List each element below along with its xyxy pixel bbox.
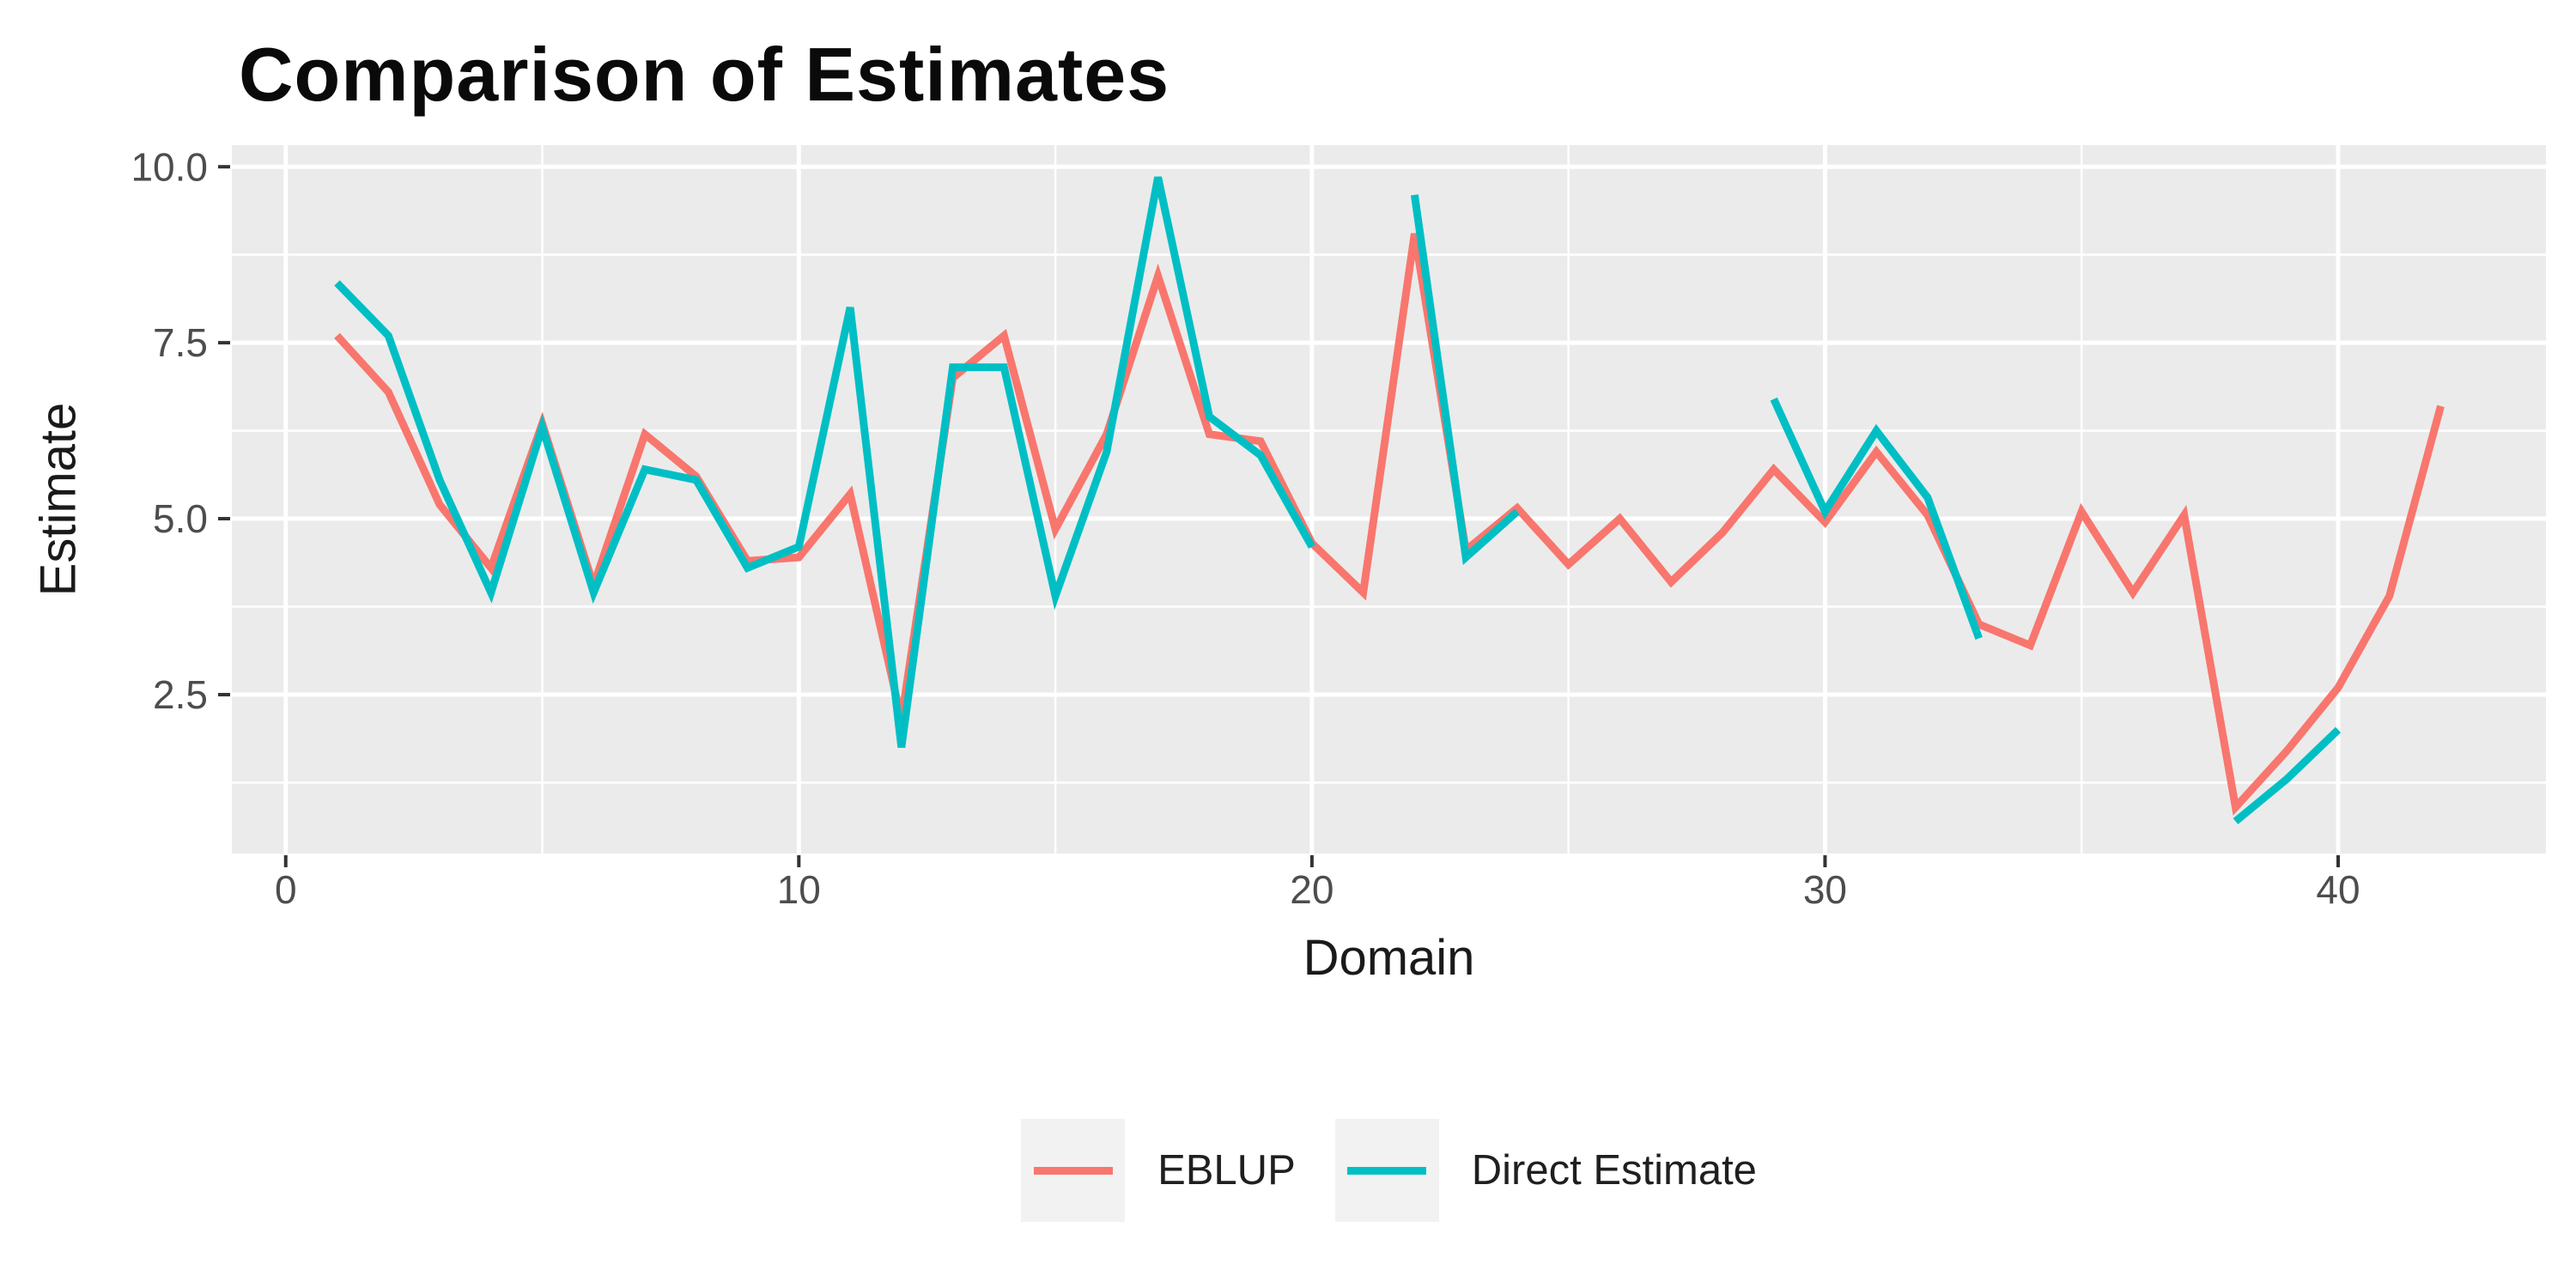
- y-tick-label: 7.5: [153, 320, 208, 365]
- x-axis-title: Domain: [1303, 930, 1475, 986]
- legend-key-box-eblup: [1021, 1119, 1126, 1222]
- x-tick-label: 40: [2316, 867, 2360, 912]
- eblup-line-swatch-icon: [1033, 1166, 1113, 1175]
- series-line-direct-estimate: [334, 176, 1315, 749]
- legend-label-eblup: EBLUP: [1157, 1147, 1296, 1194]
- y-axis-title: Estimate: [30, 402, 87, 597]
- legend: EBLUP Direct Estimate: [232, 1118, 2546, 1223]
- x-tick-label: 20: [1290, 867, 1334, 912]
- y-tick-label: 2.5: [153, 672, 208, 717]
- x-tick-label: 0: [275, 867, 297, 912]
- series-line-direct-estimate: [1410, 194, 1520, 566]
- plot-panel: [232, 145, 2546, 854]
- y-tick-label: 5.0: [153, 496, 208, 541]
- chart-title: Comparison of Estimates: [239, 32, 1170, 117]
- legend-entry-eblup: EBLUP: [1021, 1119, 1296, 1222]
- series-line-eblup: [334, 233, 2445, 816]
- legend-entry-direct: Direct Estimate: [1334, 1119, 1757, 1222]
- legend-label-direct: Direct Estimate: [1471, 1147, 1757, 1194]
- x-tick-label: 10: [777, 867, 821, 912]
- series-line-direct-estimate: [1770, 397, 1983, 640]
- x-tick-label: 30: [1803, 867, 1847, 912]
- y-tick-label: 10.0: [131, 144, 208, 189]
- direct-line-swatch-icon: [1347, 1166, 1427, 1175]
- legend-key-box-direct: [1334, 1119, 1439, 1222]
- series-line-direct-estimate: [2233, 726, 2342, 824]
